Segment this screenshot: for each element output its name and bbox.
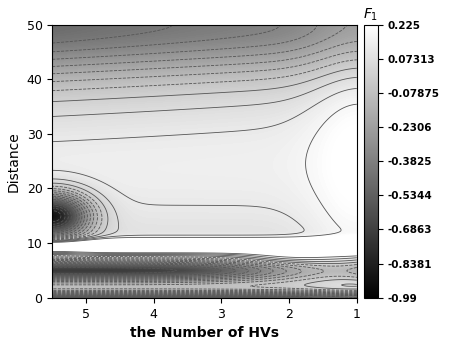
Title: $F_1$: $F_1$ <box>363 7 379 23</box>
X-axis label: the Number of HVs: the Number of HVs <box>130 326 279 340</box>
Y-axis label: Distance: Distance <box>7 131 21 192</box>
